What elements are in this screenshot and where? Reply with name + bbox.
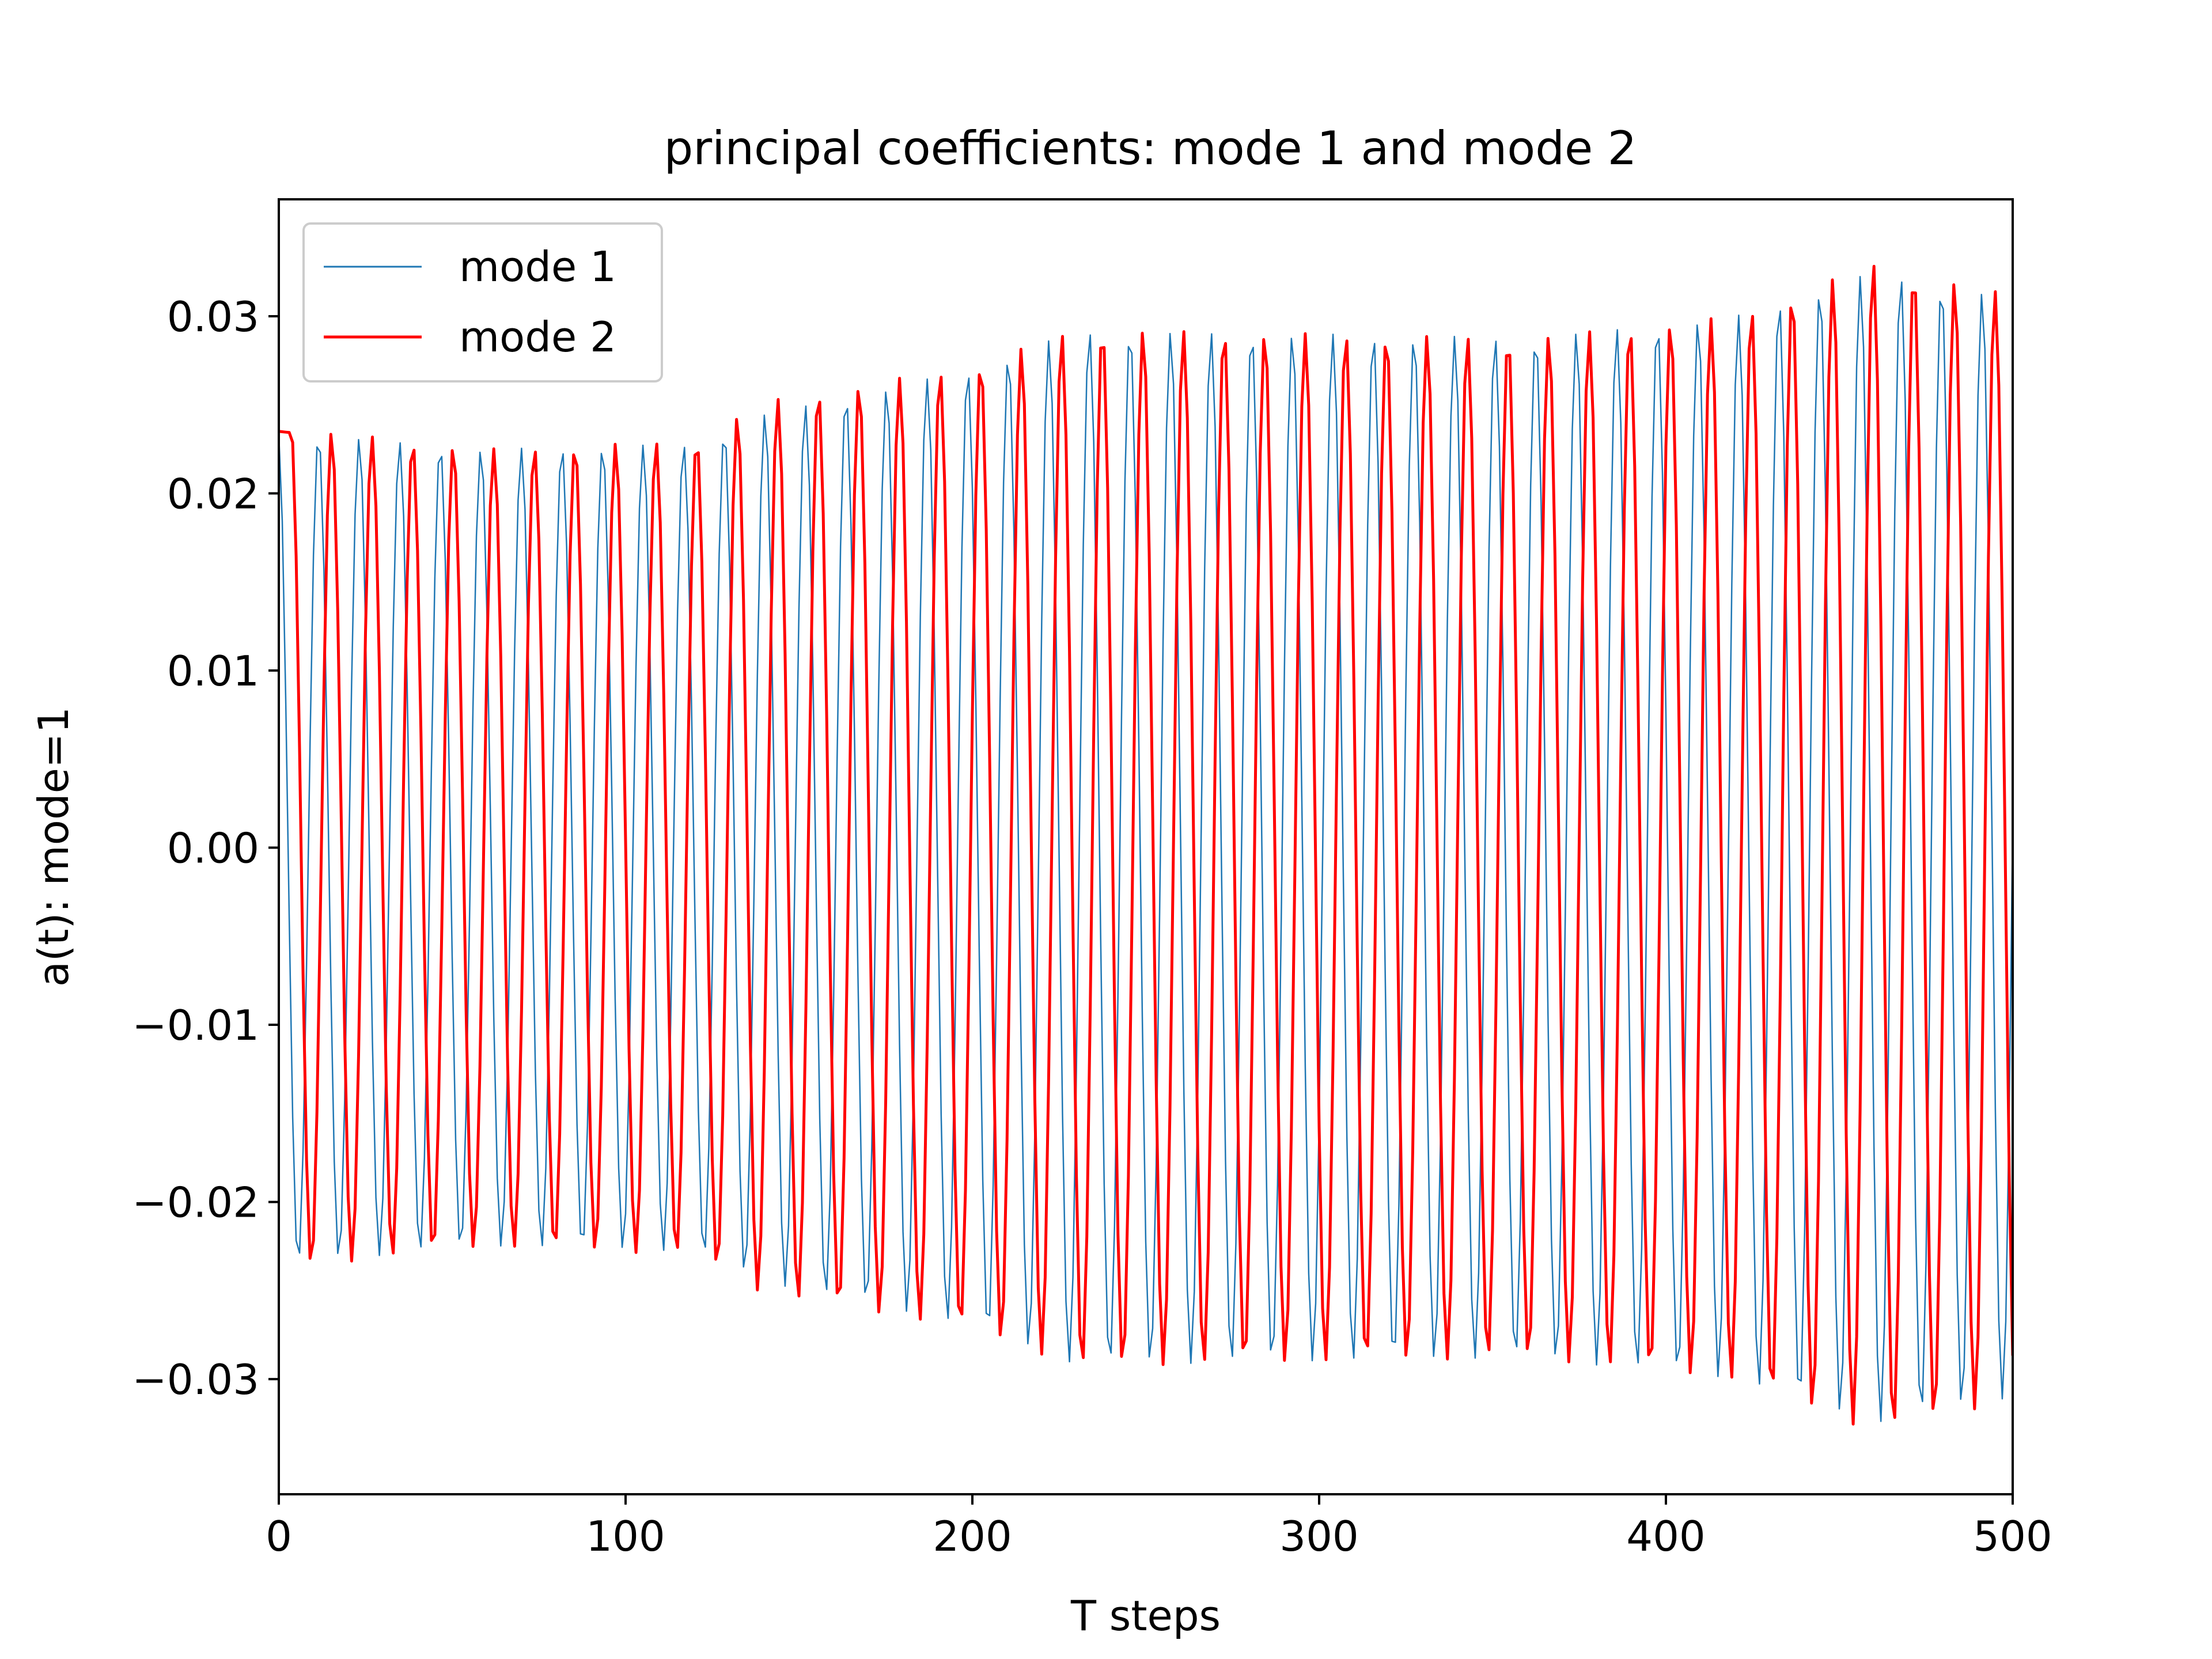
x-axis-label: T steps [1070, 1592, 1221, 1640]
y-tick-label: −0.03 [132, 1355, 259, 1404]
y-tick-label: 0.03 [167, 293, 259, 341]
y-tick-label: 0.02 [167, 469, 259, 518]
x-tick-label: 0 [266, 1512, 292, 1560]
y-tick-label: −0.01 [132, 1001, 259, 1050]
x-tick-label: 300 [1279, 1512, 1358, 1560]
series-layer [279, 264, 2013, 1426]
y-tick-label: 0.00 [167, 824, 259, 873]
y-tick-label: −0.02 [132, 1179, 259, 1227]
axis-ticks: 0 100 200 300 400 500 −0.03 −0.02 −0.01 0.00 0.01 0… [132, 293, 2052, 1560]
chart-title: principal coefficients: mode 1 and mode … [664, 122, 1637, 175]
x-tick-label: 200 [933, 1512, 1012, 1560]
series-line-mode-2 [279, 264, 2013, 1426]
legend-box [302, 222, 663, 382]
x-tick-label: 500 [1973, 1512, 2052, 1560]
y-tick-label: 0.01 [167, 647, 259, 695]
legend-label-mode-2: mode 2 [459, 313, 616, 361]
x-tick-label: 400 [1626, 1512, 1705, 1560]
x-tick-label: 100 [586, 1512, 665, 1560]
y-axis-label: a(t): mode=1 [29, 707, 78, 987]
legend: mode 1 mode 2 [302, 222, 663, 382]
legend-label-mode-1: mode 1 [459, 243, 616, 291]
